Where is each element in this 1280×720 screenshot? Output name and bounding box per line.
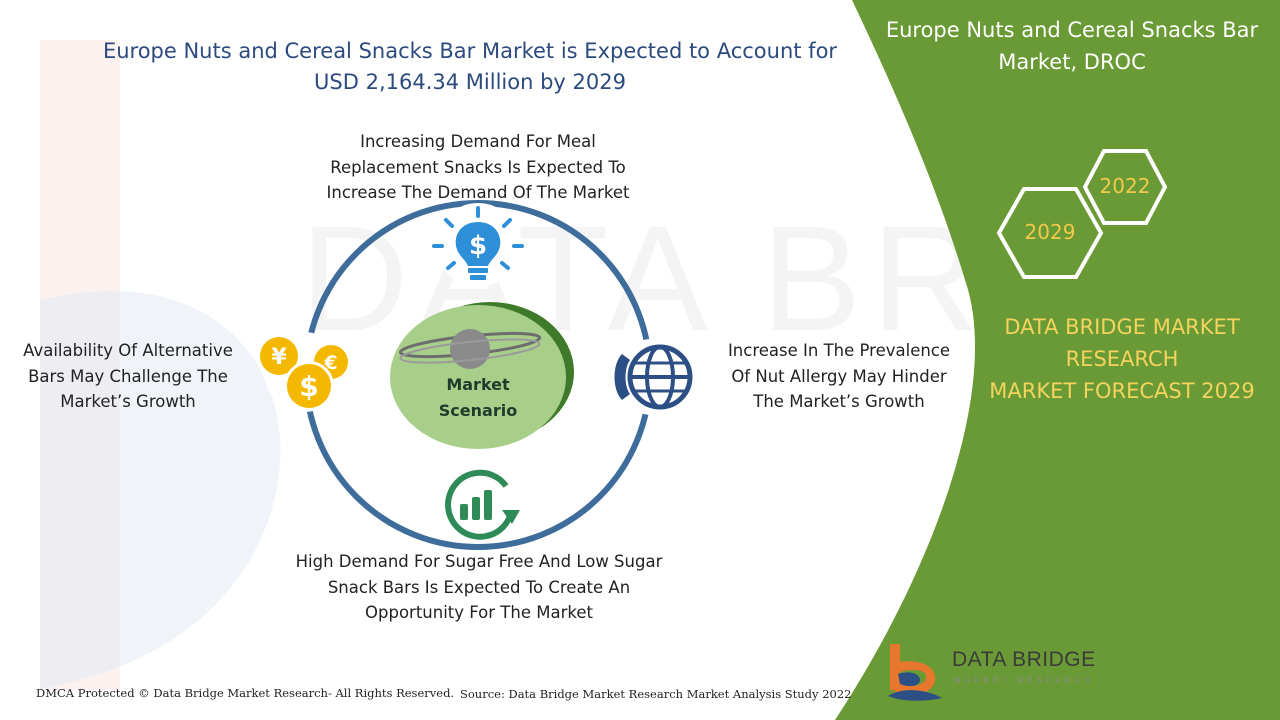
svg-text:$: $ bbox=[299, 370, 318, 403]
forecast-line-3: MARKET FORECAST 2029 bbox=[989, 379, 1255, 403]
forecast-line-1: DATA BRIDGE MARKET bbox=[1004, 315, 1240, 339]
hex-year-2029: 2029 bbox=[1024, 220, 1076, 244]
svg-text:¥: ¥ bbox=[271, 345, 287, 370]
center-label: Market Scenario bbox=[438, 375, 518, 420]
bar-chart-growth-icon bbox=[442, 468, 520, 540]
forecast-text: DATA BRIDGE MARKET RESEARCH MARKET FOREC… bbox=[972, 311, 1272, 407]
page-title: Europe Nuts and Cereal Snacks Bar Market… bbox=[102, 39, 838, 94]
lightbulb-dollar-icon: $ bbox=[432, 203, 524, 286]
node-left-text: Availability Of Alternative Bars May Cha… bbox=[23, 341, 233, 411]
logo-tagline: MARKET RESEARCH bbox=[954, 676, 1094, 685]
hex-year-2022: 2022 bbox=[1099, 174, 1151, 198]
svg-text:€: € bbox=[323, 352, 337, 374]
hexagon-2022 bbox=[1082, 149, 1168, 225]
currency-coins-icon: ¥ € $ bbox=[260, 332, 348, 412]
node-right-text: Increase In The Prevalence Of Nut Allerg… bbox=[727, 341, 951, 411]
data-bridge-logo-icon bbox=[888, 644, 942, 701]
forecast-line-2: RESEARCH bbox=[1065, 347, 1179, 371]
globe-phone-icon bbox=[614, 339, 693, 415]
node-top-text: Increasing Demand For Meal Replacement S… bbox=[326, 132, 630, 202]
logo-name: DATA BRIDGE bbox=[952, 648, 1096, 671]
hexagon-2029 bbox=[996, 187, 1104, 279]
footer-source: Source: Data Bridge Market Research Mark… bbox=[460, 687, 852, 701]
node-bottom-text: High Demand For Sugar Free And Low Sugar… bbox=[295, 552, 663, 622]
side-panel-title: Europe Nuts and Cereal Snacks Bar Market… bbox=[885, 18, 1259, 74]
svg-text:$: $ bbox=[469, 231, 487, 261]
footer-copyright: DMCA Protected © Data Bridge Market Rese… bbox=[36, 686, 455, 700]
